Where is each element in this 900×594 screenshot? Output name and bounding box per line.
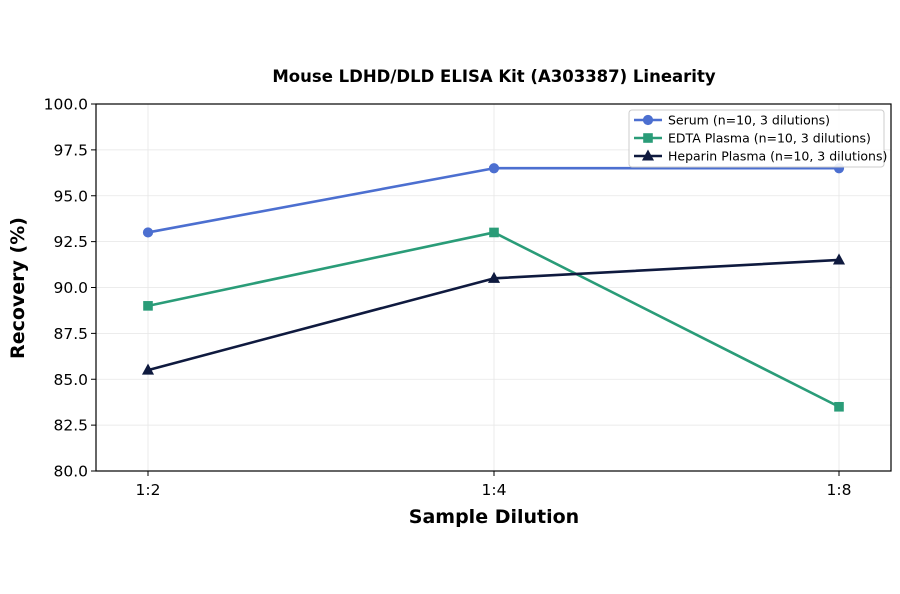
series-2: [141, 253, 846, 375]
y-tick-label: 100.0: [44, 96, 88, 114]
series-layer: [141, 163, 846, 412]
legend-label: EDTA Plasma (n=10, 3 dilutions): [668, 131, 871, 146]
legend-label: Serum (n=10, 3 dilutions): [668, 113, 830, 128]
y-tick-label: 82.5: [53, 417, 88, 435]
data-point: [142, 227, 154, 238]
legend-swatch-marker: [643, 133, 653, 143]
legend: Serum (n=10, 3 dilutions) EDTA Plasma (n=…: [628, 109, 887, 168]
data-point: [487, 271, 501, 283]
y-tick-label: 97.5: [53, 141, 88, 159]
data-point: [489, 227, 499, 238]
legend-item: Serum (n=10, 3 dilutions): [634, 113, 830, 128]
data-point: [141, 363, 155, 375]
series-1: [143, 227, 844, 412]
x-axis-label: Sample Dilution: [409, 506, 579, 528]
y-tick-label: 85.0: [53, 371, 88, 389]
y-tick-label: 95.0: [53, 187, 88, 205]
x-tick-label: 1:4: [482, 481, 507, 499]
x-tick-label: 1:8: [827, 481, 852, 499]
y-axis-label: Recovery (%): [7, 217, 29, 359]
legend-swatch-marker: [642, 114, 654, 126]
legend-item: Heparin Plasma (n=10, 3 dilutions): [634, 149, 887, 164]
series-line: [147, 231, 840, 408]
y-tick-label: 92.5: [53, 233, 88, 251]
data-point: [488, 163, 500, 174]
x-tick-label: 1:2: [136, 481, 161, 499]
y-tick-label: 90.0: [53, 279, 88, 297]
legend-label: Heparin Plasma (n=10, 3 dilutions): [668, 149, 887, 164]
chart-title: Mouse LDHD/DLD ELISA Kit (A303387) Linea…: [272, 67, 715, 86]
series-line: [147, 166, 839, 234]
data-point: [143, 301, 153, 311]
y-tick-label: 87.5: [53, 325, 88, 343]
legend-item: EDTA Plasma (n=10, 3 dilutions): [634, 131, 871, 146]
legend-box: [628, 109, 885, 168]
series-0: [142, 163, 845, 238]
legend-swatch-marker: [641, 149, 655, 161]
y-tick-label: 80.0: [53, 463, 88, 481]
y-axis: 80.0 82.5 85.0 87.5 90.0 92.5 95.0 97.5 100.0: [44, 96, 96, 481]
data-point: [834, 401, 844, 412]
x-axis: 1:2 1:4 1:8: [136, 471, 852, 499]
data-point: [832, 253, 846, 265]
